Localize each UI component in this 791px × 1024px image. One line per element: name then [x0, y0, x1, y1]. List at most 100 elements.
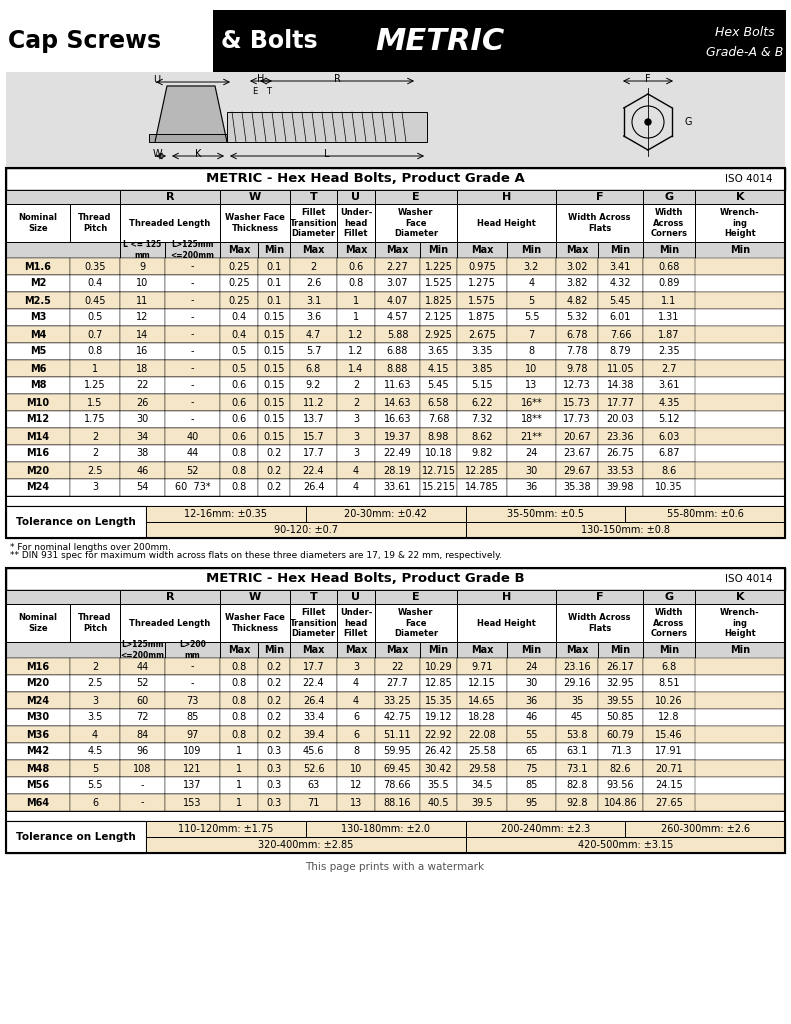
Bar [375, 479, 420, 496]
Bar [258, 377, 290, 394]
Bar [165, 242, 220, 258]
Bar [457, 709, 507, 726]
Text: 0.15: 0.15 [263, 330, 285, 340]
Text: Threaded Length: Threaded Length [130, 218, 210, 227]
Text: K: K [736, 193, 744, 202]
Text: 0.975: 0.975 [468, 261, 496, 271]
Bar [457, 292, 507, 309]
Bar [465, 821, 625, 837]
Bar [507, 242, 556, 258]
Bar [70, 428, 120, 445]
Bar [598, 777, 643, 794]
Text: 0.5: 0.5 [231, 364, 247, 374]
Text: 10: 10 [136, 279, 149, 289]
Text: 3.85: 3.85 [471, 364, 493, 374]
Bar [598, 675, 643, 692]
Text: 14.38: 14.38 [607, 381, 634, 390]
Bar [6, 411, 785, 428]
Bar [6, 190, 785, 204]
Bar [165, 343, 220, 360]
Text: 6: 6 [353, 729, 359, 739]
Text: 0.15: 0.15 [263, 346, 285, 356]
Text: 69.45: 69.45 [384, 764, 411, 773]
Bar [290, 394, 337, 411]
Text: 3: 3 [92, 482, 98, 493]
Text: 39.5: 39.5 [471, 798, 493, 808]
Bar [375, 309, 420, 326]
Bar [507, 428, 556, 445]
Bar [643, 309, 695, 326]
Bar [165, 743, 220, 760]
Text: 85: 85 [525, 780, 538, 791]
Text: 0.15: 0.15 [263, 312, 285, 323]
Bar [120, 275, 165, 292]
Bar [165, 709, 220, 726]
Text: 0.25: 0.25 [228, 261, 250, 271]
Text: T: T [309, 592, 317, 602]
Text: Max: Max [345, 645, 367, 655]
Bar [6, 428, 70, 445]
Bar [457, 590, 556, 604]
Text: Grade-A & B: Grade-A & B [706, 45, 784, 58]
Bar [70, 360, 120, 377]
Bar [598, 309, 643, 326]
Text: 3.07: 3.07 [387, 279, 408, 289]
Text: 0.35: 0.35 [85, 261, 106, 271]
Text: M14: M14 [26, 431, 50, 441]
Bar [507, 726, 556, 743]
Bar [120, 360, 165, 377]
Bar [457, 275, 507, 292]
Bar [258, 309, 290, 326]
Bar [556, 275, 598, 292]
Bar [337, 675, 375, 692]
Text: 88.16: 88.16 [384, 798, 411, 808]
Bar [290, 360, 337, 377]
Text: 3.02: 3.02 [566, 261, 588, 271]
Text: 0.3: 0.3 [267, 798, 282, 808]
Text: 0.8: 0.8 [232, 482, 247, 493]
Bar [556, 760, 598, 777]
Text: Wrench-
ing
Height: Wrench- ing Height [720, 209, 760, 238]
Text: 0.8: 0.8 [232, 466, 247, 475]
Bar [220, 377, 258, 394]
Bar [643, 642, 695, 658]
Text: 0.2: 0.2 [267, 482, 282, 493]
Bar [420, 411, 457, 428]
Bar [6, 343, 70, 360]
Bar [258, 394, 290, 411]
Bar [375, 190, 457, 204]
Bar [625, 821, 785, 837]
Text: 63.1: 63.1 [566, 746, 588, 757]
Text: U: U [153, 75, 160, 85]
Text: M24: M24 [26, 695, 50, 706]
Text: L>200
mm: L>200 mm [179, 640, 206, 659]
Text: 29.67: 29.67 [563, 466, 591, 475]
Bar [258, 258, 290, 275]
Text: 4.82: 4.82 [566, 296, 588, 305]
Bar [120, 479, 165, 496]
Bar [375, 709, 420, 726]
Text: 10.18: 10.18 [425, 449, 452, 459]
Text: R: R [166, 193, 174, 202]
Bar [420, 258, 457, 275]
Bar [598, 258, 643, 275]
Text: 35-50mm: ±0.5: 35-50mm: ±0.5 [507, 509, 584, 519]
Bar [6, 675, 70, 692]
Bar [643, 445, 695, 462]
Bar [507, 411, 556, 428]
Text: L>125mm
<=200mm: L>125mm <=200mm [171, 241, 214, 259]
Bar [643, 760, 695, 777]
Bar [337, 258, 375, 275]
Text: 1: 1 [236, 780, 242, 791]
Bar [220, 794, 258, 811]
Bar [375, 675, 420, 692]
Text: Min: Min [611, 645, 630, 655]
Text: 1.225: 1.225 [425, 261, 452, 271]
Bar [70, 658, 120, 675]
Bar [165, 275, 220, 292]
Bar [120, 709, 165, 726]
Text: 9: 9 [139, 261, 146, 271]
Text: 36: 36 [525, 482, 538, 493]
Text: 1: 1 [92, 364, 98, 374]
Text: Max: Max [302, 645, 324, 655]
